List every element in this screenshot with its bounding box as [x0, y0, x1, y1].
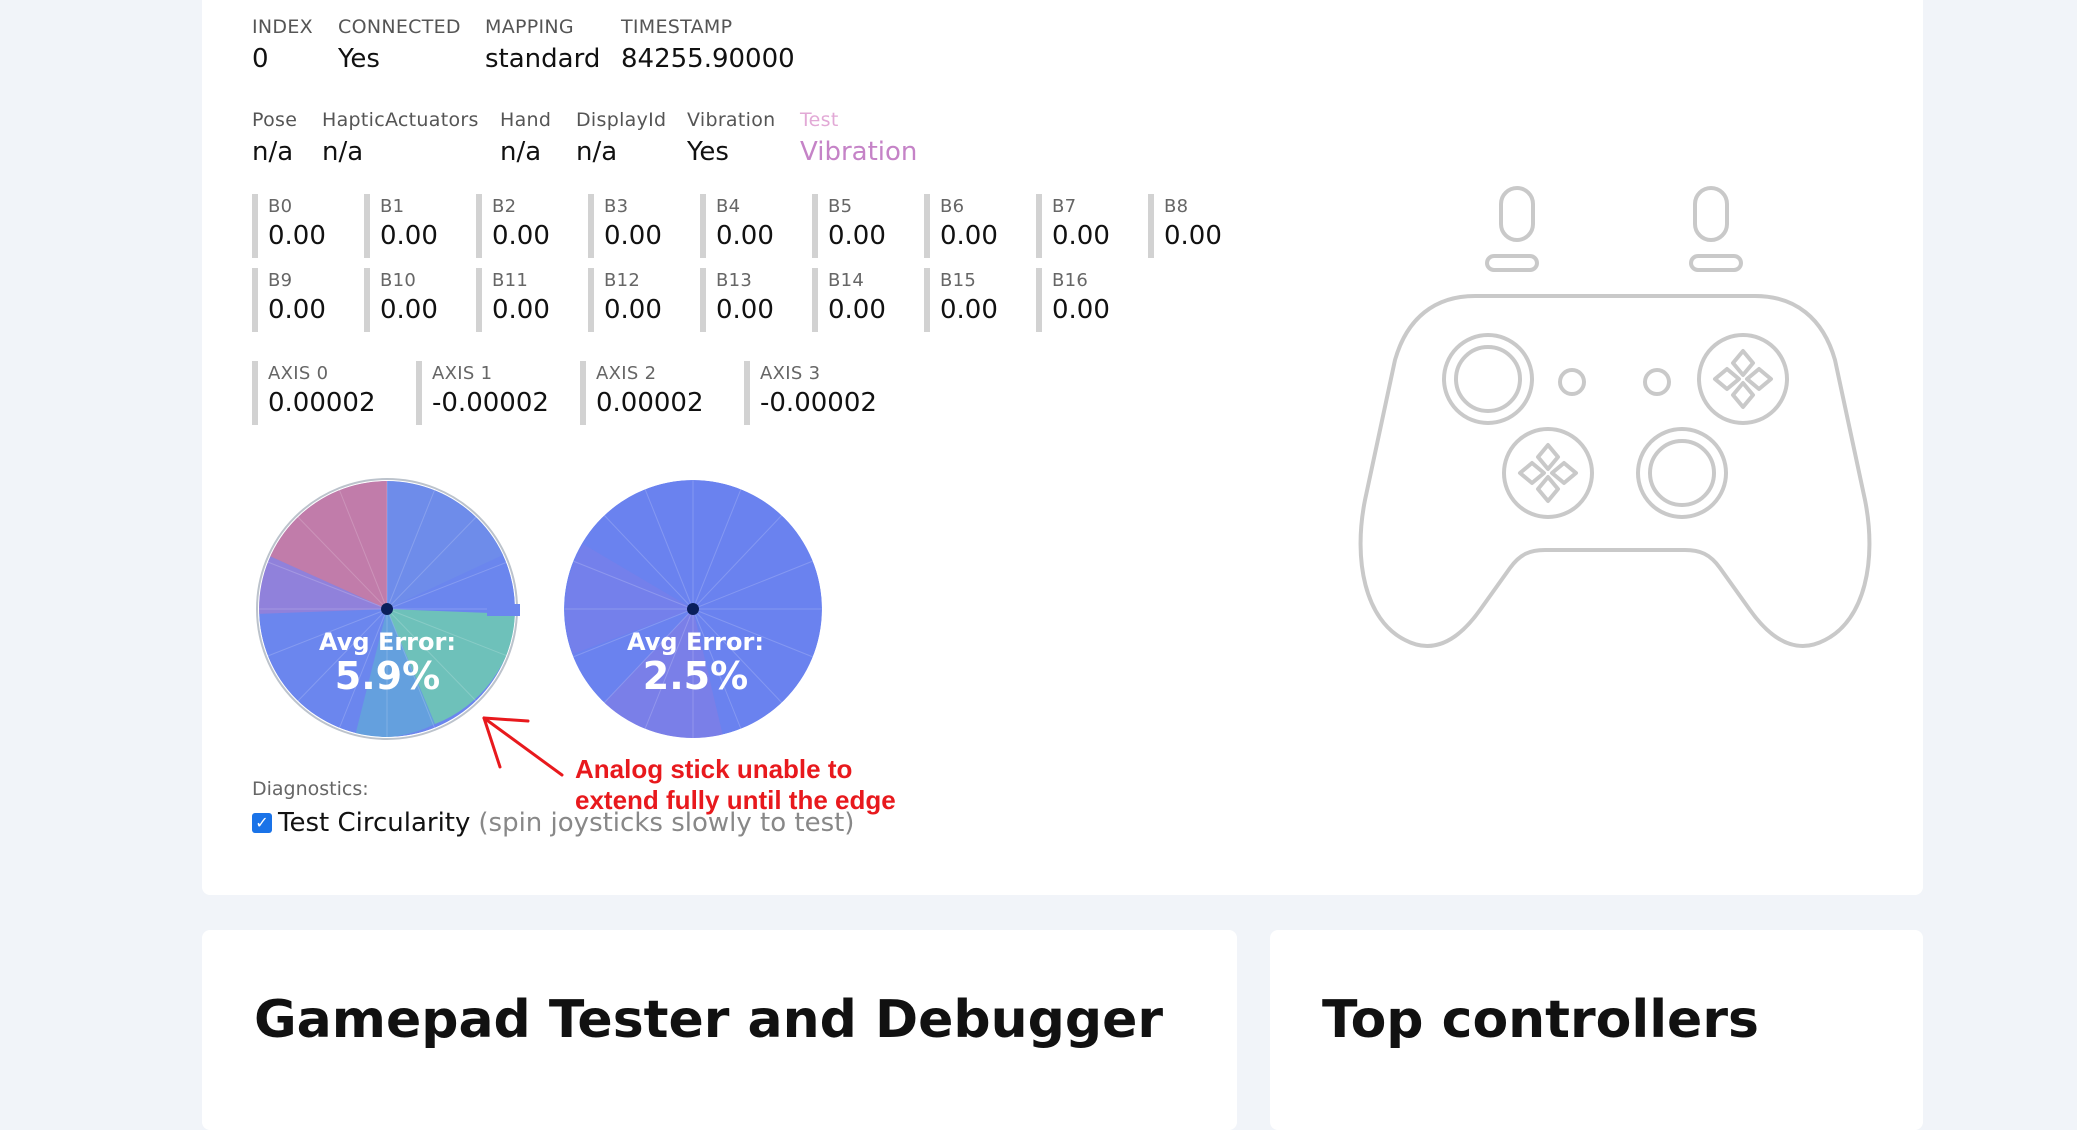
left-stick-avg-value: 5.9%	[334, 654, 441, 698]
button-b14: B14 0.00	[812, 268, 918, 332]
left-stick-error-sector	[265, 481, 387, 609]
prop-display-id: DisplayId n/a	[576, 109, 667, 167]
prop-pose: Pose n/a	[252, 109, 298, 167]
button-b6: B6 0.00	[924, 194, 1030, 258]
button-b9: B9 0.00	[252, 268, 358, 332]
button-b3: B3 0.00	[588, 194, 694, 258]
left-stick-plot	[256, 478, 521, 740]
axis-1: AXIS 1 -0.00002	[416, 361, 576, 425]
left-stick-center-dot	[381, 603, 393, 615]
button-b2: B2 0.00	[476, 194, 582, 258]
diagnostics-row: ✓ Test Circularity (spin joysticks slowl…	[252, 808, 854, 838]
axis-0: AXIS 0 0.00002	[252, 361, 412, 425]
gamepad-outline-icon	[1358, 186, 1872, 648]
button-b5: B5 0.00	[812, 194, 918, 258]
test-circularity-hint: (spin joysticks slowly to test)	[478, 808, 855, 838]
info-index: INDEX 0	[252, 16, 313, 74]
button-b7: B7 0.00	[1036, 194, 1142, 258]
left-stick-circularity: Avg Error: 5.9%	[255, 474, 521, 744]
button-b4: B4 0.00	[700, 194, 806, 258]
button-b13: B13 0.00	[700, 268, 806, 332]
button-b1: B1 0.00	[364, 194, 470, 258]
arrow-icon	[482, 716, 564, 777]
test-circularity-checkbox[interactable]: ✓	[252, 813, 272, 833]
button-b0: B0 0.00	[252, 194, 358, 258]
right-stick-avg-value: 2.5%	[642, 654, 749, 698]
right-stick-plot	[564, 480, 822, 738]
annotation-note: Analog stick unable to extend fully unti…	[575, 754, 896, 815]
checkmark-icon: ✓	[255, 813, 269, 832]
prop-vibration: Vibration Yes	[687, 109, 776, 167]
button-b11: B11 0.00	[476, 268, 582, 332]
gamepad-status-card	[202, 0, 1923, 895]
axis-3: AXIS 3 -0.00002	[744, 361, 904, 425]
tester-card-title: Gamepad Tester and Debugger	[254, 990, 1163, 1050]
top-controllers-title: Top controllers	[1322, 990, 1759, 1050]
left-stick-avg-label: Avg Error:	[319, 628, 456, 656]
left-stick-green-sector	[387, 609, 515, 724]
info-mapping: MAPPING standard	[485, 16, 601, 74]
right-stick-circularity: Avg Error: 2.5%	[563, 474, 828, 744]
prop-hand: Hand n/a	[500, 109, 552, 167]
test-vibration-button[interactable]: Test Vibration	[800, 109, 918, 167]
test-circularity-label[interactable]: Test Circularity	[278, 808, 471, 838]
right-stick-avg-label: Avg Error:	[627, 628, 764, 656]
prop-haptic-actuators: HapticActuators n/a	[322, 109, 479, 167]
button-b16: B16 0.00	[1036, 268, 1142, 332]
info-timestamp: TIMESTAMP 84255.90000	[621, 16, 795, 74]
button-b8: B8 0.00	[1148, 194, 1254, 258]
button-b10: B10 0.00	[364, 268, 470, 332]
diagnostics-label: Diagnostics:	[252, 778, 369, 800]
right-stick-center-dot	[687, 603, 699, 615]
info-connected: CONNECTED Yes	[338, 16, 461, 74]
button-b15: B15 0.00	[924, 268, 1030, 332]
axis-2: AXIS 2 0.00002	[580, 361, 740, 425]
button-b12: B12 0.00	[588, 268, 694, 332]
